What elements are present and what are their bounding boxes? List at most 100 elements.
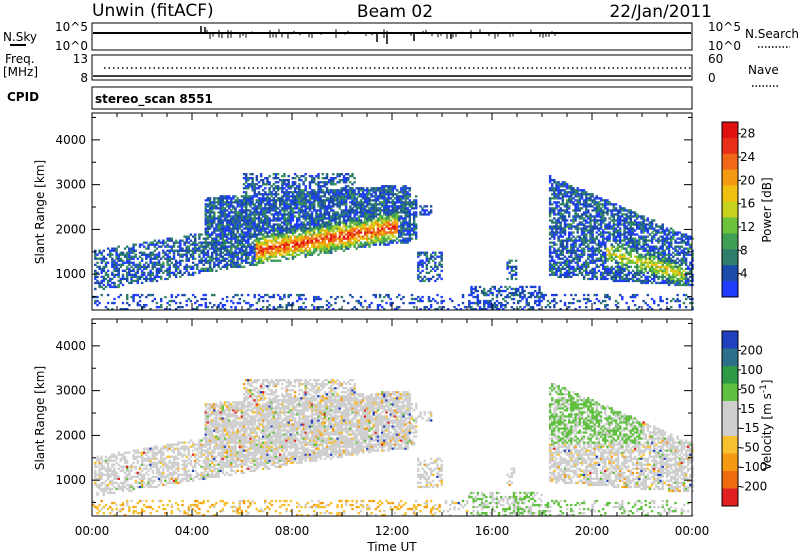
heatmap-cell [260,205,262,207]
heatmap-cell [351,199,353,201]
heatmap-cell [186,260,188,262]
heatmap-cell [443,300,445,302]
heatmap-cell [581,233,583,235]
heatmap-cell [513,274,515,276]
heatmap-cell [570,223,572,225]
heatmap-cell [409,211,411,213]
heatmap-cell [224,304,226,306]
heatmap-cell [343,215,345,217]
heatmap-cell [562,244,564,246]
heatmap-cell [351,173,353,175]
heatmap-cell [200,298,202,300]
heatmap-cell [281,187,283,189]
heatmap-cell [149,272,151,274]
heatmap-cell [415,195,417,197]
heatmap-cell [213,244,215,246]
heatmap-cell [515,260,517,262]
heatmap-cell [266,227,268,229]
heatmap-cell [375,231,377,233]
heatmap-cell [328,191,330,193]
heatmap-cell [319,233,321,235]
heatmap-cell [339,197,341,199]
heatmap-cell [411,223,413,225]
heatmap-cell [430,205,432,207]
heatmap-cell [249,238,251,240]
heatmap-cell [260,238,262,240]
heatmap-cell [254,189,256,191]
heatmap-cell [239,203,241,205]
heatmap-cell [441,300,443,302]
heatmap-cell [307,231,309,233]
heatmap-cell [511,260,513,262]
heatmap-cell [589,221,591,223]
heatmap-cell [579,306,581,308]
heatmap-cell [160,268,162,270]
heatmap-cell [288,223,290,225]
heatmap-cell [198,250,200,252]
heatmap-cell [319,213,321,215]
heatmap-cell [360,223,362,225]
heatmap-cell [268,240,270,242]
nsearch-lo: 10^0 [708,39,741,53]
heatmap-cell [598,270,600,272]
heatmap-cell [309,217,311,219]
heatmap-cell [285,306,287,308]
heatmap-cell [551,207,553,209]
heatmap-cell [370,242,372,244]
heatmap-cell [186,264,188,266]
heatmap-cell [309,195,311,197]
heatmap-cell [347,177,349,179]
heatmap-cell [205,252,207,254]
heatmap-cell [322,201,324,203]
heatmap-cell [591,256,593,258]
heatmap-cell [264,217,266,219]
heatmap-cell [328,215,330,217]
heatmap-cell [192,242,194,244]
heatmap-cell [275,191,277,193]
heatmap-cell [585,298,587,300]
heatmap-cell [264,294,266,296]
heatmap-cell [273,256,275,258]
heatmap-cell [398,197,400,199]
heatmap-cell [564,262,566,264]
heatmap-cell [349,215,351,217]
heatmap-cell [254,225,256,227]
heatmap-cell [271,252,273,254]
heatmap-cell [275,185,277,187]
heatmap-cell [347,179,349,181]
heatmap-cell [126,252,128,254]
heatmap-cell [409,227,411,229]
heatmap-cell [358,246,360,248]
heatmap-cell [207,262,209,264]
heatmap-cell [283,215,285,217]
nsky-trace [93,26,691,44]
heatmap-cell [562,246,564,248]
heatmap-cell [328,223,330,225]
heatmap-cell [438,264,440,266]
heatmap-cell [230,242,232,244]
heatmap-cell [205,233,207,235]
heatmap-cell [262,238,264,240]
heatmap-cell [317,233,319,235]
heatmap-cell [228,264,230,266]
heatmap-cell [528,304,530,306]
heatmap-cell [551,203,553,205]
heatmap-cell [587,256,589,258]
heatmap-cell [292,258,294,260]
heatmap-cell [237,236,239,238]
heatmap-cell [273,231,275,233]
heatmap-cell [207,238,209,240]
heatmap-cell [232,252,234,254]
heatmap-cell [254,217,256,219]
heatmap-cell [298,227,300,229]
heatmap-cell [230,244,232,246]
heatmap-cell [256,225,258,227]
heatmap-cell [143,264,145,266]
heatmap-cell [166,238,168,240]
heatmap-cell [394,225,396,227]
heatmap-cell [545,306,547,308]
heatmap-cell [360,242,362,244]
heatmap-cell [562,236,564,238]
heatmap-cell [247,227,249,229]
heatmap-cell [209,256,211,258]
